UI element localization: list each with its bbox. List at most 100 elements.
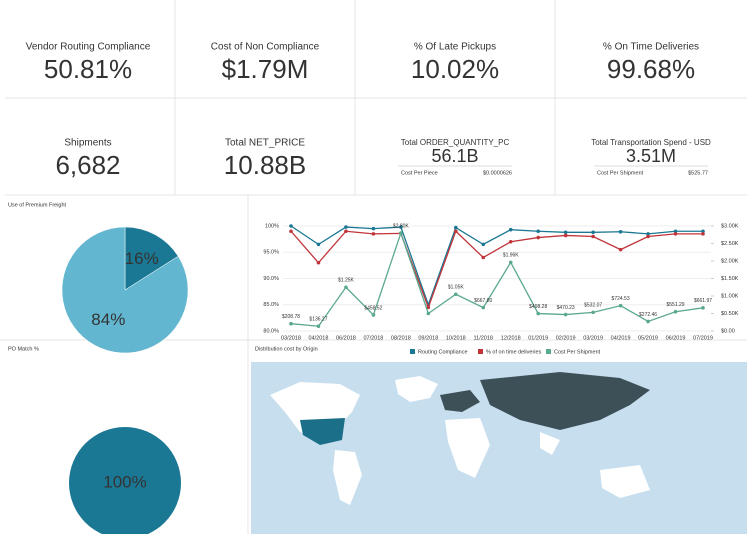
point <box>454 292 458 297</box>
pie-label: 16% <box>125 249 159 268</box>
point <box>701 229 705 234</box>
point <box>481 305 486 310</box>
point <box>508 227 513 232</box>
kpi-label: Total ORDER_QUANTITY_PC <box>401 138 510 147</box>
legend-swatch <box>410 349 415 354</box>
point <box>289 321 293 326</box>
point <box>371 226 376 231</box>
y-tick-label: 80.0% <box>263 328 279 334</box>
kpi-sub-value: $0.0000626 <box>483 170 512 176</box>
point <box>646 319 650 324</box>
kpi-label: % Of Late Pickups <box>414 42 496 53</box>
point <box>618 247 623 252</box>
kpi-label: % On Time Deliveries <box>603 42 699 53</box>
pie-slice <box>61 226 189 354</box>
y2-tick-label: $2.50K <box>721 241 739 247</box>
legend-swatch <box>478 349 483 354</box>
point <box>508 260 513 265</box>
point <box>426 305 431 310</box>
point <box>344 285 348 290</box>
kpi-value: 10.88B <box>224 150 306 180</box>
kpi-label: Cost of Non Compliance <box>211 42 320 53</box>
y-tick-label: 95.0% <box>263 250 279 256</box>
x-tick-label: 11/2018 <box>474 335 493 341</box>
kpi-value: $1.79M <box>222 54 309 84</box>
point <box>289 224 293 228</box>
point <box>673 232 678 236</box>
kpi-value: 10.02% <box>411 54 499 84</box>
point <box>673 309 678 314</box>
data-label: $532.07 <box>584 303 602 309</box>
kpi-label: Vendor Routing Compliance <box>26 42 151 53</box>
kpi-value: 6,682 <box>55 150 120 180</box>
x-tick-label: 08/2018 <box>391 335 411 341</box>
point <box>454 229 458 234</box>
point <box>701 232 705 236</box>
series-line <box>290 230 704 327</box>
pie-slice <box>69 427 181 534</box>
data-label: $1.25K <box>338 278 355 284</box>
pie-label: 100% <box>103 472 146 491</box>
x-tick-label: 12/2018 <box>501 335 521 341</box>
data-label: $458.52 <box>364 305 382 311</box>
x-tick-label: 04/2019 <box>611 335 631 341</box>
legend-label: % of on time deliveries <box>486 349 542 355</box>
series-line <box>290 225 703 307</box>
panel-title: Distribution cost by Origin <box>255 346 318 352</box>
pie-label: 84% <box>91 310 125 329</box>
world-map <box>251 362 747 534</box>
point <box>563 312 568 317</box>
point <box>646 232 650 236</box>
point <box>563 230 568 235</box>
x-tick-label: 07/2018 <box>363 335 383 341</box>
point <box>646 234 650 239</box>
kpi-value: 50.81% <box>44 54 132 84</box>
kpi-label: Shipments <box>64 138 111 149</box>
point <box>316 242 321 247</box>
point <box>371 313 376 317</box>
x-tick-label: 04/2018 <box>309 335 329 341</box>
panel-title: PO Match % <box>8 346 39 352</box>
data-label: $1.05K <box>448 285 465 291</box>
data-label: $667.80 <box>474 298 492 304</box>
data-label: $724.53 <box>612 296 630 302</box>
point <box>344 225 348 229</box>
kpi-sub-value: $525.77 <box>688 170 708 176</box>
point <box>481 242 486 247</box>
x-tick-label: 06/2018 <box>336 335 356 341</box>
kpi-sub-label: Cost Per Shipment <box>597 170 644 176</box>
y2-tick-label: $2.00K <box>721 258 739 264</box>
kpi-sub-label: Cost Per Piece <box>401 170 438 176</box>
point <box>289 229 293 234</box>
x-tick-label: 03/2018 <box>281 335 301 341</box>
series-line <box>290 230 703 310</box>
point <box>536 229 540 234</box>
pie-slice <box>124 226 179 291</box>
x-tick-label: 01/2019 <box>528 335 548 341</box>
legend-swatch <box>546 349 551 354</box>
legend-label: Routing Compliance <box>418 349 468 355</box>
y2-tick-label: $0.50K <box>721 311 739 317</box>
data-label: $661.97 <box>694 298 712 304</box>
point <box>399 231 403 235</box>
data-label: $136.27 <box>309 317 327 323</box>
y-tick-label: 100% <box>265 223 279 229</box>
data-label: $272.46 <box>639 312 657 318</box>
point <box>454 225 458 230</box>
point <box>508 239 513 244</box>
point <box>316 324 321 329</box>
y2-tick-label: $1.00K <box>721 293 739 299</box>
data-label: $498.28 <box>529 304 547 310</box>
point <box>399 225 403 229</box>
point <box>591 234 595 239</box>
point <box>481 255 486 260</box>
point <box>591 230 595 235</box>
panel-title: Use of Premium Freight <box>8 202 67 208</box>
data-label: $208.78 <box>282 314 300 320</box>
x-tick-label: 09/2018 <box>418 335 438 341</box>
x-tick-label: 07/2019 <box>693 335 713 341</box>
point <box>316 260 321 265</box>
point <box>536 235 540 240</box>
point <box>701 306 705 310</box>
